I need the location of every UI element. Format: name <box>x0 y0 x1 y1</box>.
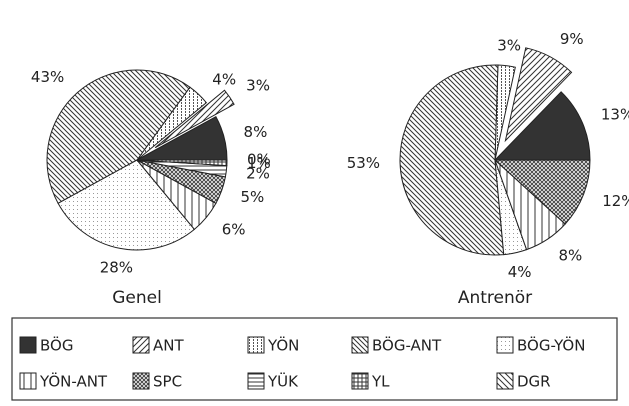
pie-slice <box>399 64 505 256</box>
pie-slice <box>504 47 573 143</box>
legend-swatch <box>351 372 369 390</box>
slice-label: 53% <box>347 154 380 172</box>
legend-label: DGR <box>517 373 551 391</box>
slice-label: 4% <box>212 70 236 88</box>
legend-label: YÜK <box>267 372 299 391</box>
legend-swatch <box>247 336 265 354</box>
legend-box <box>11 317 618 401</box>
slice-label: 8% <box>559 246 583 264</box>
slice-label: 5% <box>240 188 264 206</box>
slice-label: 13% <box>601 106 629 124</box>
pie-slice <box>493 91 591 161</box>
slice-label: 43% <box>31 68 64 86</box>
legend-label: BÖG-YÖN <box>517 336 585 355</box>
slice-label: 0% <box>247 151 271 169</box>
pie-slice <box>46 69 191 205</box>
legend-swatch <box>132 336 150 354</box>
legend-swatch <box>132 372 150 390</box>
pie-title: Genel <box>112 288 162 308</box>
legend-label: BÖG-ANT <box>372 336 442 355</box>
legend-swatch <box>19 336 37 354</box>
slice-label: 8% <box>244 123 268 141</box>
legend-swatch <box>351 336 369 354</box>
pie-title: Antrenör <box>458 288 532 308</box>
slice-label: 1% <box>247 154 271 172</box>
legend-swatch <box>247 372 265 390</box>
slice-label: 3% <box>246 76 270 94</box>
legend-label: YL <box>371 373 390 391</box>
pie-slice <box>493 159 591 225</box>
slice-label: 9% <box>560 30 584 48</box>
legend-label: BÖG <box>40 336 73 355</box>
slice-label: 12% <box>602 192 629 210</box>
legend-label: YÖN-ANT <box>39 372 108 391</box>
slice-label: 2% <box>246 164 270 182</box>
slice-label: 4% <box>508 263 532 281</box>
legend-swatch <box>496 336 514 354</box>
legend-swatch <box>496 372 514 390</box>
legend-label: YÖN <box>267 336 299 355</box>
pie-slice <box>57 159 196 251</box>
slice-label: 28% <box>100 259 133 277</box>
pie-slice <box>154 89 235 149</box>
legend-swatch <box>19 372 37 390</box>
legend-label: ANT <box>153 337 184 355</box>
legend-label: SPC <box>153 373 182 391</box>
slice-label: 3% <box>497 36 521 54</box>
slice-label: 6% <box>222 221 246 239</box>
